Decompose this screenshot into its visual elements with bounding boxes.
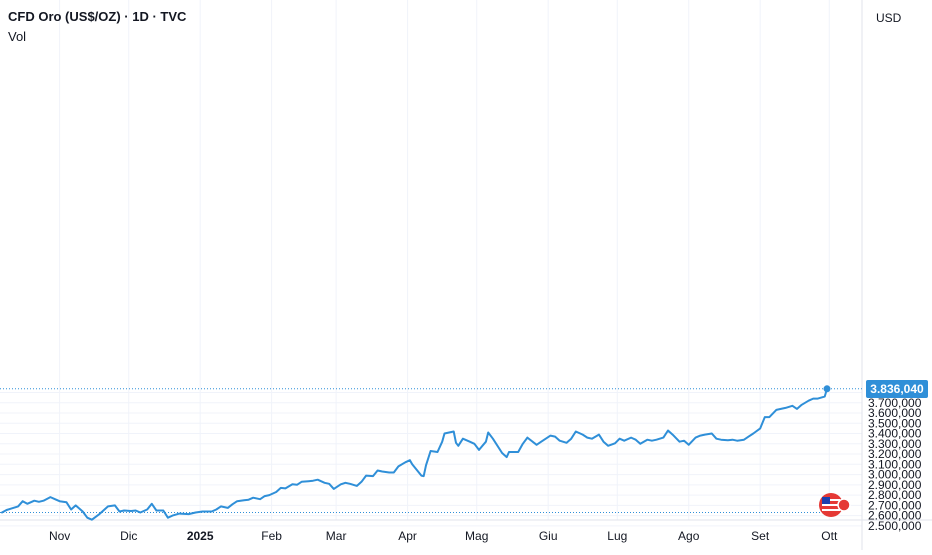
y-tick-label: 3.300,000 xyxy=(868,437,922,451)
volume-label[interactable]: Vol xyxy=(8,29,27,44)
x-tick-label: Nov xyxy=(49,529,70,543)
y-tick-label: 3.000,000 xyxy=(868,468,922,482)
y-tick-label: 3.200,000 xyxy=(868,447,922,461)
y-tick-label: 3.600,000 xyxy=(868,406,922,420)
y-tick-label: 3.400,000 xyxy=(868,427,922,441)
grid xyxy=(0,0,862,527)
price-series-line xyxy=(1,387,828,521)
y-tick-label: 2.600,000 xyxy=(868,509,922,523)
price-axis[interactable]: 2.500,0002.600,0002.700,0002.800,0002.90… xyxy=(868,385,922,532)
y-tick-label: 2.800,000 xyxy=(868,488,922,502)
y-tick-label: 2.900,000 xyxy=(868,478,922,492)
series-layer xyxy=(1,385,831,521)
currency-selector[interactable]: USD xyxy=(876,11,902,25)
x-tick-label: Ago xyxy=(678,529,700,543)
x-tick-label: Lug xyxy=(607,529,627,543)
x-tick-label: Mar xyxy=(326,529,347,543)
x-tick-label: Feb xyxy=(261,529,282,543)
y-tick-label: 3.100,000 xyxy=(868,457,922,471)
us-flag-icon[interactable] xyxy=(819,493,851,517)
y-tick-label: 2.700,000 xyxy=(868,498,922,512)
x-tick-label: 2025 xyxy=(187,529,214,543)
chart-title: CFD Oro (US$/OZ) · 1D · TVC xyxy=(8,9,187,24)
y-tick-label: 3.700,000 xyxy=(868,396,922,410)
x-tick-label: Ott xyxy=(821,529,838,543)
x-tick-label: Set xyxy=(751,529,770,543)
x-tick-label: Mag xyxy=(465,529,488,543)
last-price-dot xyxy=(823,385,831,393)
x-tick-label: Giu xyxy=(539,529,558,543)
x-tick-label: Apr xyxy=(398,529,417,543)
time-axis[interactable]: Nov Dic 2025 Feb Mar Apr Mag Giu Lug Ago Set Ott xyxy=(49,529,838,543)
last-price-badge: 3.836,040 xyxy=(866,379,928,398)
y-tick-label: 3.500,000 xyxy=(868,416,922,430)
x-tick-label: Dic xyxy=(120,529,137,543)
y-tick-label: 2.500,000 xyxy=(868,519,922,533)
